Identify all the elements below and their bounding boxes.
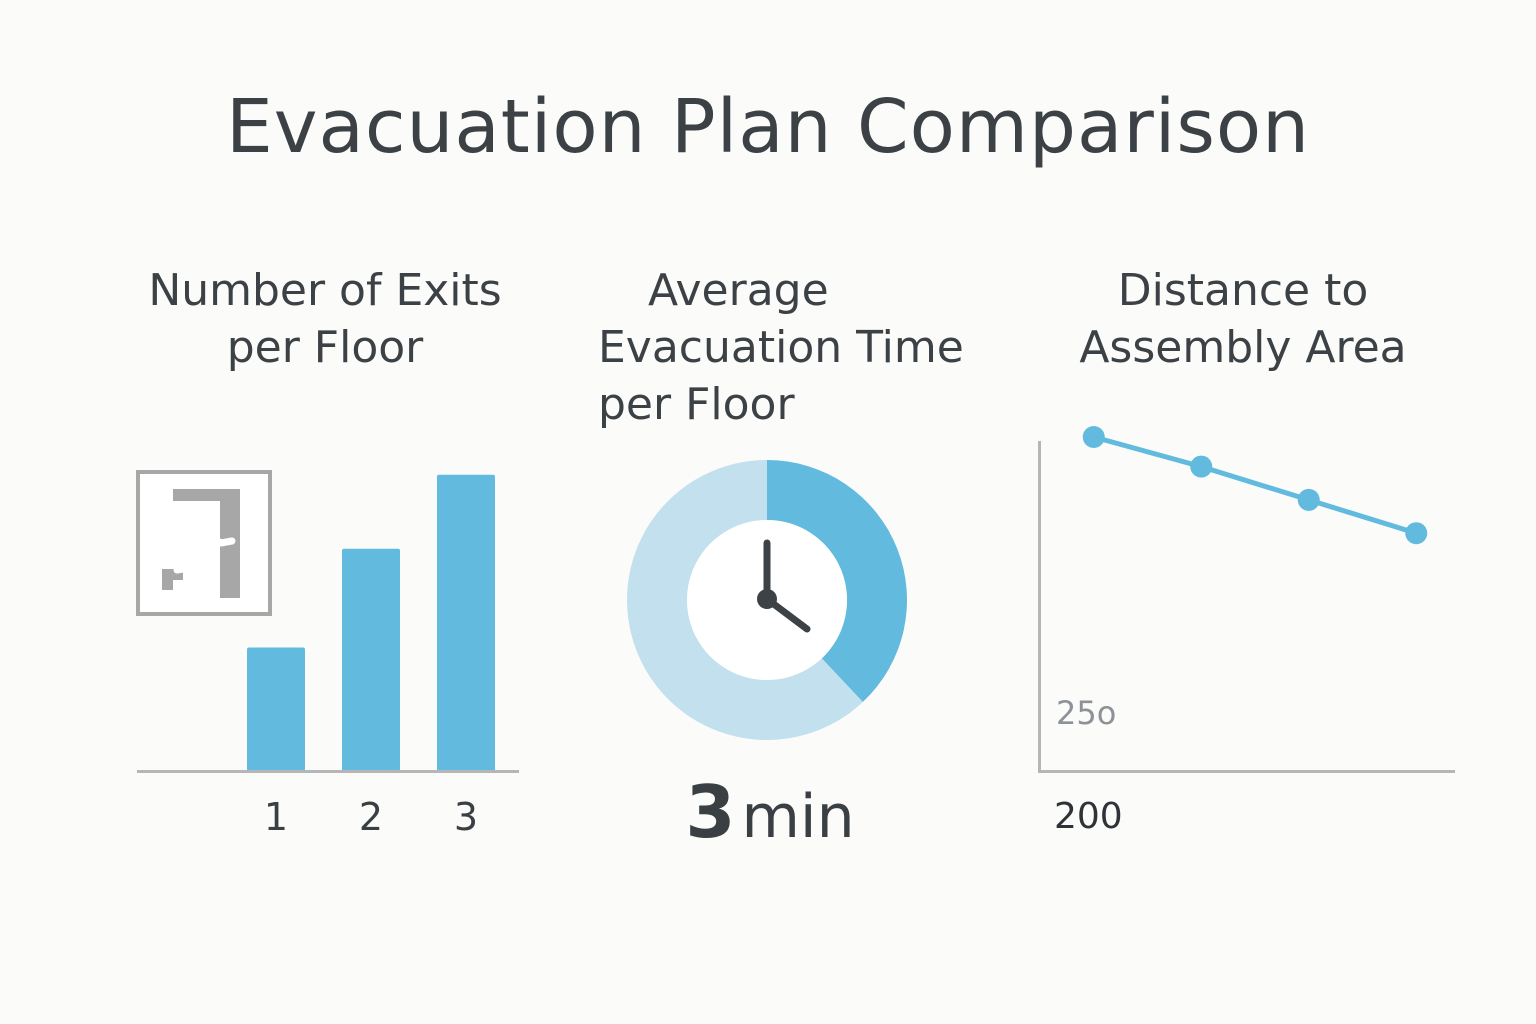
exits-tick-label-2: 2 [359,795,383,839]
distance-axis-label-upper: 25o [1056,694,1117,732]
distance-axis-label-lower: 200 [1054,796,1123,837]
emergency-exit-icon [136,470,272,616]
evacuation-time-value: 3 min [660,770,880,854]
distance-point-2 [1190,455,1213,478]
evacuation-time-number: 3 [685,770,736,854]
clock-icon [757,539,811,633]
exits-x-tick-labels: 1 2 3 [264,795,478,839]
time-title-line-2: Evacuation Time [598,322,964,373]
exits-bar-2 [342,548,400,771]
exits-tick-label-3: 3 [454,795,478,839]
exits-title-line-1: Number of Exits [148,265,502,316]
time-title-line-3: per Floor [598,379,795,430]
page-title: Evacuation Plan Comparison [225,84,1311,170]
evacuation-time-chart-title: Average Evacuation Time per Floor [598,262,978,433]
exits-bar-3 [437,474,495,771]
distance-point-3 [1297,488,1320,511]
distance-point-4 [1405,522,1428,545]
distance-line-series [1082,426,1428,545]
exits-bar-1 [247,647,305,771]
distance-point-1 [1082,426,1105,448]
distance-title-line-2: Assembly Area [1079,322,1407,373]
distance-chart-title: Distance to Assembly Area [1058,262,1428,376]
exits-title-line-2: per Floor [226,322,424,373]
time-title-line-1: Average [648,265,829,316]
distance-title-line-1: Distance to [1117,265,1369,316]
donut-slice-remaining [627,460,863,740]
distance-line [1091,434,1419,536]
evacuation-time-unit: min [741,782,855,852]
exits-tick-label-1: 1 [264,795,288,839]
exits-bars [247,474,495,771]
exits-chart-title: Number of Exits per Floor [120,262,530,376]
donut-slice-highlighted [767,460,907,703]
